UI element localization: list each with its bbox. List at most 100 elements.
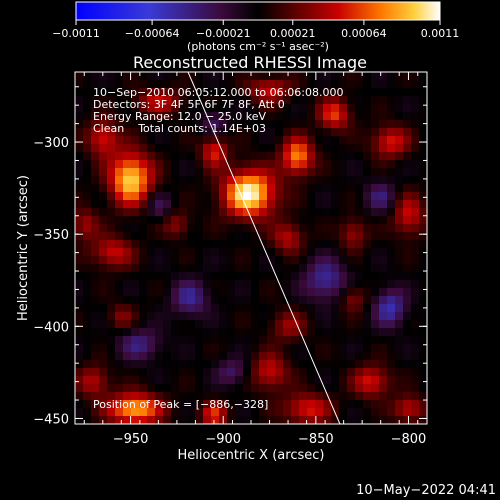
heatmap-cell [235, 80, 244, 89]
heatmap-cell [123, 216, 132, 225]
heatmap-cell [99, 176, 108, 185]
heatmap-cell [195, 88, 204, 97]
heatmap-cell [259, 392, 268, 401]
heatmap-cell [155, 360, 164, 369]
heatmap-cell [155, 208, 164, 217]
heatmap-cell [131, 72, 140, 81]
heatmap-cell [139, 184, 148, 193]
heatmap-cell [395, 168, 404, 177]
heatmap-cell [203, 328, 212, 337]
heatmap-cell [299, 408, 308, 417]
heatmap-cell [347, 272, 356, 281]
heatmap-cell [155, 408, 164, 417]
heatmap-cell [283, 96, 292, 105]
heatmap-cell [195, 384, 204, 393]
heatmap-cell [275, 152, 284, 161]
heatmap-cell [251, 88, 260, 97]
heatmap-cell [131, 312, 140, 321]
heatmap-cell [203, 208, 212, 217]
heatmap-cell [323, 256, 332, 265]
heatmap-cell [99, 168, 108, 177]
heatmap-cell [291, 328, 300, 337]
heatmap-cell [91, 400, 100, 409]
heatmap-cell [227, 392, 236, 401]
heatmap-cell [387, 80, 396, 89]
heatmap-cell [355, 384, 364, 393]
heatmap-cell [283, 136, 292, 145]
heatmap-cell [331, 272, 340, 281]
heatmap-cell [387, 224, 396, 233]
heatmap-cell [355, 224, 364, 233]
heatmap-cell [363, 192, 372, 201]
heatmap-cell [179, 80, 188, 89]
heatmap-cell [155, 296, 164, 305]
heatmap-cell [283, 304, 292, 313]
heatmap-cell [195, 216, 204, 225]
heatmap-cell [419, 344, 427, 353]
heatmap-cell [331, 392, 340, 401]
heatmap-cell [347, 408, 356, 417]
heatmap-cell [379, 152, 388, 161]
heatmap-cell [275, 200, 284, 209]
heatmap-cell [187, 240, 196, 249]
heatmap-cell [363, 200, 372, 209]
heatmap-cell [395, 296, 404, 305]
heatmap-cell [411, 240, 420, 249]
heatmap-cell [163, 96, 172, 105]
heatmap-cell [259, 248, 268, 257]
heatmap-cell [227, 304, 236, 313]
heatmap-cell [283, 152, 292, 161]
heatmap-cell [203, 216, 212, 225]
heatmap-cell [251, 264, 260, 273]
heatmap-cell [219, 288, 228, 297]
heatmap-cell [115, 200, 124, 209]
heatmap-cell [307, 96, 316, 105]
colorbar-ticks: −0.0011 −0.00064 −0.00021 0.00021 0.00064 0.0… [52, 20, 459, 40]
heatmap-cell [395, 272, 404, 281]
heatmap-cell [155, 152, 164, 161]
heatmap-cell [155, 104, 164, 113]
heatmap-cell [227, 176, 236, 185]
heatmap-cell [275, 272, 284, 281]
heatmap-cell [307, 72, 316, 81]
heatmap-cell [155, 320, 164, 329]
heatmap-cell [259, 160, 268, 169]
heatmap-cell [211, 336, 220, 345]
heatmap-cell [187, 80, 196, 89]
heatmap-cell [147, 256, 156, 265]
x-tick-label: −900 [205, 432, 241, 447]
heatmap-cell [395, 176, 404, 185]
heatmap-cell [419, 360, 427, 369]
heatmap-cell [411, 224, 420, 233]
heatmap-cell [411, 112, 420, 121]
heatmap-cell [291, 280, 300, 289]
heatmap-cell [83, 408, 92, 417]
heatmap-cell [275, 328, 284, 337]
heatmap-cell [171, 176, 180, 185]
heatmap-cell [315, 80, 324, 89]
heatmap-cell [267, 160, 276, 169]
annotation-block: 10−Sep−2010 06:05:12.000 to 06:06:08.000… [93, 86, 343, 135]
heatmap-cell [411, 96, 420, 105]
heatmap-cell [283, 168, 292, 177]
heatmap-cell [299, 264, 308, 273]
heatmap-cell [235, 280, 244, 289]
heatmap-cell [323, 248, 332, 257]
heatmap-cell [331, 176, 340, 185]
heatmap-cell [211, 272, 220, 281]
heatmap-cell [115, 320, 124, 329]
heatmap-cell [227, 296, 236, 305]
heatmap-cell [339, 304, 348, 313]
heatmap-cell [355, 328, 364, 337]
heatmap-cell [219, 272, 228, 281]
heatmap-cell [275, 104, 284, 113]
heatmap-cell [163, 288, 172, 297]
heatmap-cell [195, 280, 204, 289]
heatmap-cell [355, 256, 364, 265]
heatmap-cell [331, 192, 340, 201]
heatmap-cell [115, 176, 124, 185]
heatmap-cell [243, 416, 252, 424]
heatmap-cell [99, 296, 108, 305]
heatmap-cell [227, 88, 236, 97]
heatmap-cell [203, 224, 212, 233]
